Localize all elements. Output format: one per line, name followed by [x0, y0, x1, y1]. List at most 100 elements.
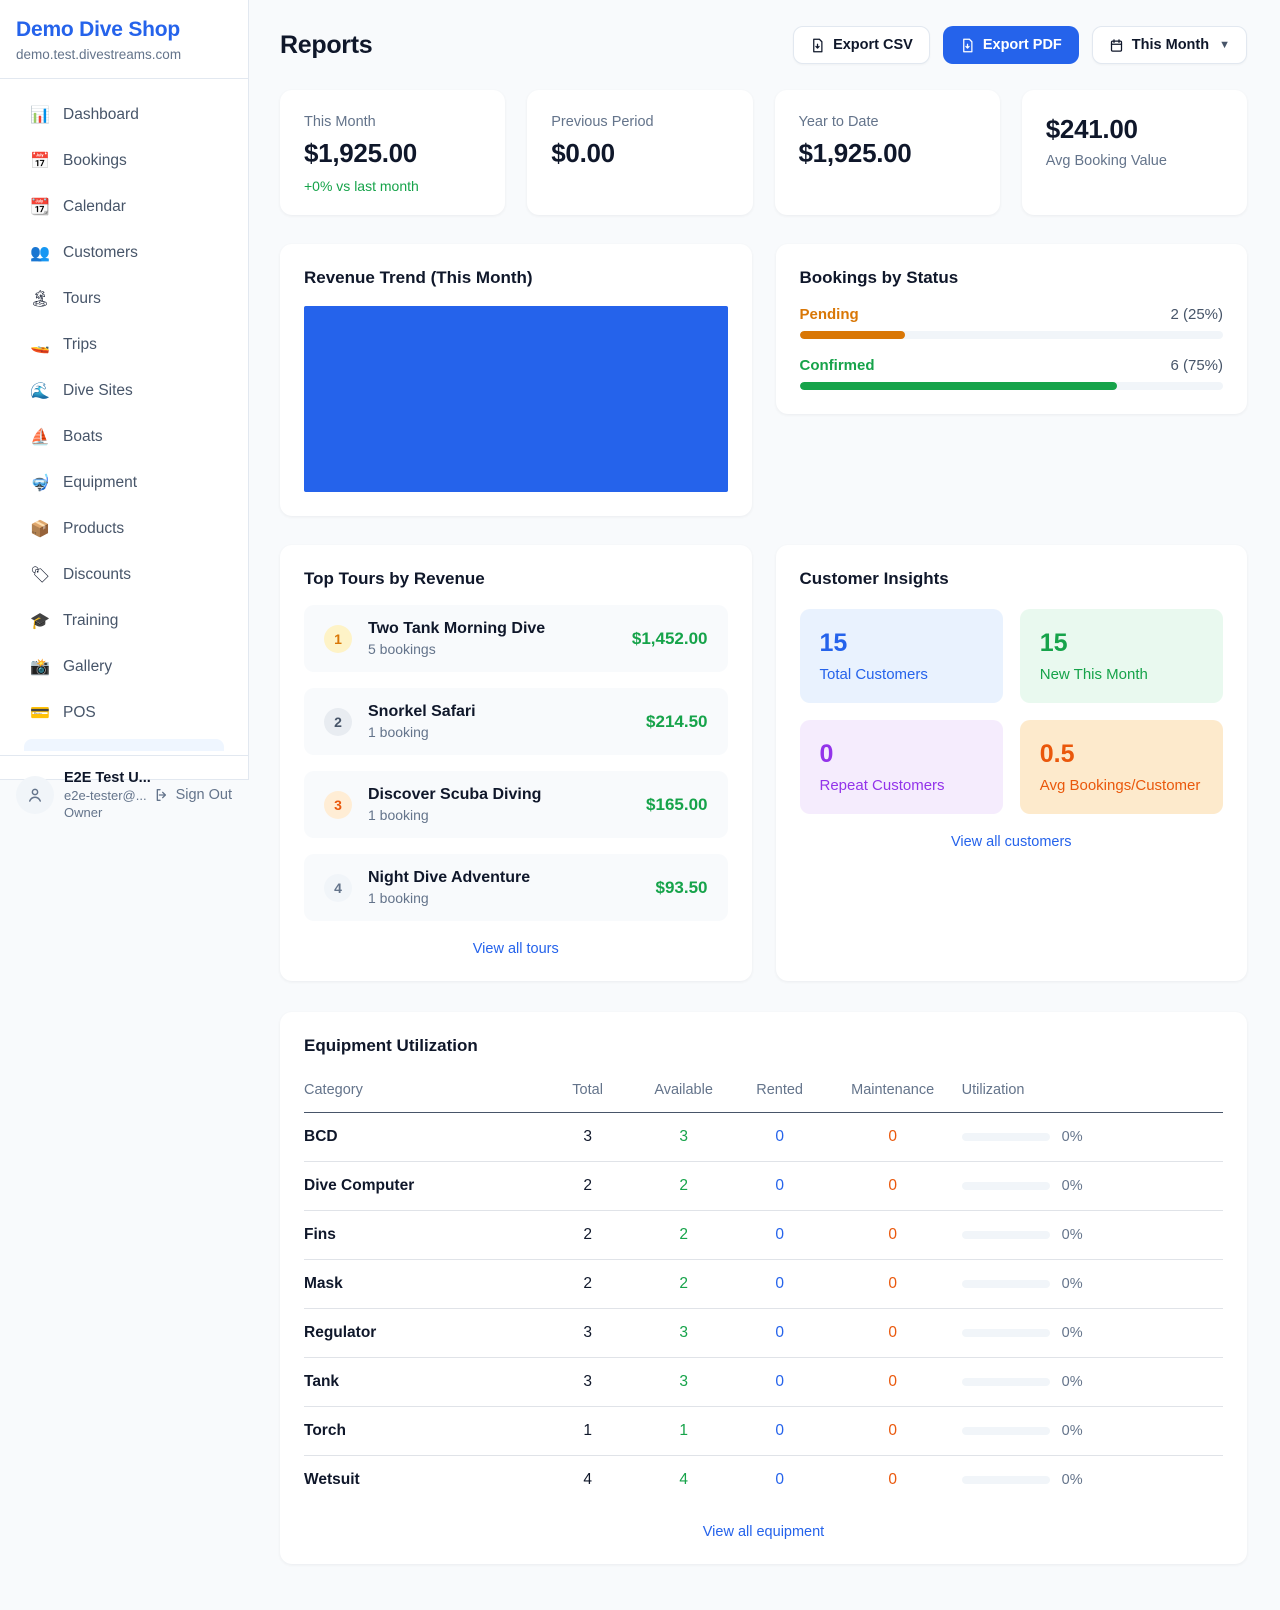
col-available: Available	[639, 1072, 736, 1113]
stat-card-this-month: This Month $1,925.00 +0% vs last month	[280, 90, 506, 215]
utilization-bar: 0%	[961, 1178, 1215, 1194]
equipment-utilization-card: Equipment Utilization Category Total Ava…	[280, 1012, 1247, 1564]
tile-new-this-month: 15 New This Month	[1019, 609, 1223, 703]
sidebar-item-bookings[interactable]: 📅 Bookings	[30, 152, 127, 170]
customers-icon: 👥	[30, 245, 50, 262]
shop-name: Demo Dive Shop	[16, 18, 181, 41]
rank-badge: 4	[324, 873, 352, 902]
col-total: Total	[543, 1072, 640, 1113]
utilization-bar: 0%	[961, 1472, 1215, 1488]
page-title: Reports	[280, 30, 373, 59]
rank-badge: 2	[324, 707, 352, 736]
top-tours-card: Top Tours by Revenue 1 Two Tank Morning …	[280, 545, 752, 981]
credit-card-icon: 💳	[30, 705, 50, 722]
dive-mask-icon: 🤿	[30, 475, 50, 492]
col-rented: Rented	[735, 1072, 832, 1113]
pending-progress-fill	[799, 331, 906, 339]
revenue-trend-title: Revenue Trend (This Month)	[304, 268, 533, 287]
insights-row: Top Tours by Revenue 1 Two Tank Morning …	[280, 545, 1247, 981]
tag-icon: 🏷	[30, 567, 51, 584]
island-icon: 🏝	[30, 291, 51, 308]
sidebar-item-calendar[interactable]: 📆 Calendar	[30, 198, 126, 216]
export-csv-button[interactable]: Export CSV	[793, 26, 930, 64]
wave-icon: 🌊	[30, 383, 50, 400]
stats-row: This Month $1,925.00 +0% vs last month P…	[280, 90, 1247, 215]
sidebar-item-pos[interactable]: 💳 POS	[30, 704, 96, 722]
sidebar-item-products[interactable]: 📦 Products	[30, 520, 125, 538]
sailboat-icon: ⛵	[30, 429, 50, 446]
sidebar-item-gallery[interactable]: 📸 Gallery	[30, 658, 113, 676]
sign-out-button[interactable]: Sign Out	[154, 787, 232, 803]
sidebar: Demo Dive Shop demo.test.divestreams.com…	[0, 0, 249, 820]
customer-insights-title: Customer Insights	[799, 569, 949, 588]
shop-domain: demo.test.divestreams.com	[16, 47, 182, 62]
revenue-trend-chart	[304, 306, 728, 492]
charts-row: Revenue Trend (This Month) Bookings by S…	[280, 244, 1247, 516]
tour-row: 4 Night Dive Adventure 1 booking $93.50	[304, 854, 728, 921]
equipment-table: Category Total Available Rented Maintena…	[304, 1072, 1223, 1504]
col-utilization: Utilization	[961, 1072, 1223, 1113]
table-row: Dive Computer 2 2 0 0 0%	[304, 1161, 1223, 1211]
table-row: Mask 2 2 0 0 0%	[304, 1259, 1223, 1309]
export-pdf-button[interactable]: Export PDF	[942, 26, 1079, 64]
calendar-icon: 📆	[30, 199, 50, 216]
rank-badge: 1	[324, 624, 352, 653]
document-icon	[960, 38, 975, 53]
user-footer: E2E Test U... e2e-tester@... Owner Sign …	[0, 755, 248, 834]
status-row-pending: Pending 2 (25%)	[799, 306, 1223, 339]
utilization-bar: 0%	[961, 1374, 1215, 1390]
col-category: Category	[304, 1072, 544, 1113]
view-all-tours-link[interactable]: View all tours	[472, 941, 559, 957]
sidebar-item-boats[interactable]: ⛵ Boats	[30, 428, 103, 446]
pending-progress-track	[799, 331, 1223, 339]
sidebar-item-trips[interactable]: 🚤 Trips	[30, 336, 97, 354]
sidebar-item-equipment[interactable]: 🤿 Equipment	[30, 474, 138, 492]
utilization-bar: 0%	[961, 1276, 1215, 1292]
sidebar-item-customers[interactable]: 👥 Customers	[30, 244, 138, 262]
utilization-bar: 0%	[961, 1423, 1215, 1439]
bookings-by-status-card: Bookings by Status Pending 2 (25%) Confi…	[775, 244, 1247, 414]
customer-insights-card: Customer Insights 15 Total Customers 15 …	[775, 545, 1247, 981]
bookings-calendar-icon: 📅	[30, 153, 50, 170]
user-meta: E2E Test U... e2e-tester@... Owner	[64, 770, 151, 820]
col-maintenance: Maintenance	[831, 1072, 962, 1113]
user-email: e2e-tester@...	[64, 788, 147, 803]
bookings-by-status-title: Bookings by Status	[799, 268, 959, 287]
utilization-bar: 0%	[961, 1227, 1215, 1243]
sidebar-item-dashboard[interactable]: 📊 Dashboard	[30, 106, 139, 124]
sidebar-item-tours[interactable]: 🏝 Tours	[30, 290, 101, 308]
table-row: Tank 3 3 0 0 0%	[304, 1357, 1223, 1407]
sidebar-item-reports-partial[interactable]	[24, 739, 224, 751]
user-name: E2E Test U...	[64, 770, 151, 786]
period-dropdown[interactable]: This Month ▼	[1091, 26, 1247, 64]
sidebar-item-training[interactable]: 🎓 Training	[30, 612, 119, 630]
brand-block: Demo Dive Shop demo.test.divestreams.com	[0, 0, 248, 79]
utilization-bar: 0%	[961, 1129, 1215, 1145]
rank-badge: 3	[324, 790, 352, 819]
stat-card-previous-period: Previous Period $0.00	[527, 90, 753, 215]
user-role: Owner	[64, 805, 103, 820]
insight-tiles: 15 Total Customers 15 New This Month 0 R…	[799, 609, 1223, 814]
stat-card-year-to-date: Year to Date $1,925.00	[774, 90, 1000, 215]
tile-avg-bookings-customer: 0.5 Avg Bookings/Customer	[1019, 720, 1223, 814]
package-icon: 📦	[30, 521, 50, 538]
view-all-equipment-link[interactable]: View all equipment	[702, 1524, 825, 1540]
header-actions: Export CSV Export PDF This Month ▼	[793, 26, 1247, 64]
status-row-confirmed: Confirmed 6 (75%)	[799, 357, 1223, 390]
sidebar-nav: 📊 Dashboard 📅 Bookings 📆 Calendar 👥 Cust…	[0, 79, 248, 755]
table-row: Wetsuit 4 4 0 0 0%	[304, 1456, 1223, 1505]
chevron-down-icon: ▼	[1219, 39, 1230, 51]
speedboat-icon: 🚤	[30, 337, 50, 354]
tour-row: 3 Discover Scuba Diving 1 booking $165.0…	[304, 771, 728, 838]
sidebar-item-dive-sites[interactable]: 🌊 Dive Sites	[30, 382, 133, 400]
tile-repeat-customers: 0 Repeat Customers	[799, 720, 1003, 814]
page-header: Reports Export CSV Export PDF	[280, 26, 1247, 64]
top-tours-title: Top Tours by Revenue	[304, 569, 485, 588]
view-all-customers-link[interactable]: View all customers	[950, 834, 1072, 850]
table-row: Fins 2 2 0 0 0%	[304, 1210, 1223, 1260]
utilization-bar: 0%	[961, 1325, 1215, 1341]
sidebar-item-discounts[interactable]: 🏷 Discounts	[30, 566, 132, 584]
table-row: Regulator 3 3 0 0 0%	[304, 1308, 1223, 1358]
table-row: BCD 3 3 0 0 0%	[304, 1112, 1223, 1162]
equipment-utilization-title: Equipment Utilization	[304, 1036, 478, 1055]
